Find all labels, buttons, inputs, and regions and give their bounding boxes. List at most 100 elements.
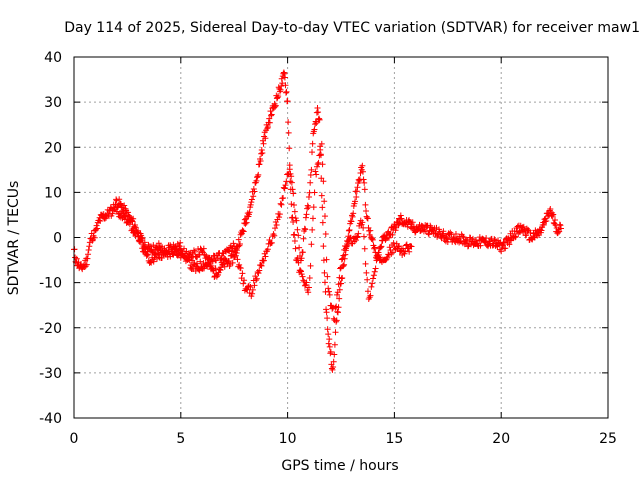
- data-point: [371, 268, 378, 275]
- data-point: [334, 309, 341, 316]
- data-point: [369, 280, 376, 287]
- data-point: [172, 244, 179, 251]
- data-point: [334, 289, 341, 296]
- data-point: [512, 233, 519, 240]
- data-point: [249, 286, 256, 293]
- data-point: [275, 93, 282, 100]
- data-point: [274, 94, 281, 101]
- data-point: [135, 233, 142, 240]
- data-point: [463, 236, 470, 243]
- data-point: [305, 194, 312, 201]
- data-point: [324, 326, 331, 333]
- data-point: [321, 213, 328, 220]
- data-point: [367, 227, 374, 234]
- data-point: [460, 234, 467, 241]
- data-point: [310, 204, 317, 211]
- data-point: [268, 239, 275, 246]
- data-point: [262, 135, 269, 142]
- data-point: [303, 211, 310, 218]
- data-point: [551, 220, 558, 227]
- data-point: [557, 222, 564, 229]
- data-point: [361, 179, 368, 186]
- data-point: [208, 263, 215, 270]
- data-point: [315, 109, 322, 116]
- data-point: [325, 331, 332, 338]
- data-point: [239, 227, 246, 234]
- data-point: [86, 243, 93, 250]
- data-point: [257, 157, 264, 164]
- data-point: [301, 225, 308, 232]
- data-point: [221, 256, 228, 263]
- data-point: [334, 308, 341, 315]
- data-point: [94, 225, 101, 232]
- data-point: [71, 246, 78, 253]
- data-point: [309, 140, 316, 147]
- data-point: [292, 245, 299, 252]
- data-point: [260, 257, 267, 264]
- data-point: [350, 210, 357, 217]
- data-point: [330, 358, 337, 365]
- data-point: [315, 116, 322, 123]
- data-point: [323, 256, 330, 263]
- data-point: [148, 246, 155, 253]
- data-point: [83, 261, 90, 268]
- data-point: [361, 186, 368, 193]
- data-point: [335, 281, 342, 288]
- data-point: [326, 291, 333, 298]
- data-point: [362, 201, 369, 208]
- data-point: [330, 315, 337, 322]
- data-point: [364, 215, 371, 222]
- data-point: [371, 244, 378, 251]
- data-point: [295, 232, 302, 239]
- data-point: [401, 250, 408, 257]
- data-point: [360, 224, 367, 231]
- data-point: [372, 265, 379, 272]
- data-point: [264, 124, 271, 131]
- data-point: [73, 255, 80, 262]
- data-point: [377, 244, 384, 251]
- data-point: [438, 235, 445, 242]
- data-point: [303, 279, 310, 286]
- data-point: [494, 243, 501, 250]
- data-point: [253, 277, 260, 284]
- data-point: [309, 226, 316, 233]
- data-point: [317, 152, 324, 159]
- data-point: [256, 267, 263, 274]
- data-point: [273, 222, 280, 229]
- data-point: [289, 186, 296, 193]
- data-point: [266, 119, 273, 126]
- data-point: [259, 149, 266, 156]
- data-point: [302, 226, 309, 233]
- data-point: [558, 225, 565, 232]
- data-point: [312, 121, 319, 128]
- data-point: [370, 275, 377, 282]
- data-point: [262, 253, 269, 260]
- data-point: [353, 194, 360, 201]
- data-point: [317, 146, 324, 153]
- data-point: [364, 276, 371, 283]
- data-point: [200, 245, 207, 252]
- data-point: [294, 226, 301, 233]
- data-point: [343, 242, 350, 249]
- data-point: [257, 262, 264, 269]
- data-point: [299, 249, 306, 256]
- data-point: [164, 249, 171, 256]
- data-point: [240, 228, 247, 235]
- data-point: [512, 234, 519, 241]
- data-point: [524, 228, 531, 235]
- data-point: [278, 75, 285, 82]
- data-point: [459, 233, 466, 240]
- data-point: [452, 231, 459, 238]
- data-point: [326, 343, 333, 350]
- data-point: [277, 86, 284, 93]
- data-point: [181, 245, 188, 252]
- x-tick-label: 15: [385, 431, 403, 447]
- data-point: [369, 236, 376, 243]
- data-point: [248, 199, 255, 206]
- data-point: [390, 240, 397, 247]
- data-point: [340, 252, 347, 259]
- data-point: [297, 267, 304, 274]
- data-point: [258, 147, 265, 154]
- data-point: [433, 224, 440, 231]
